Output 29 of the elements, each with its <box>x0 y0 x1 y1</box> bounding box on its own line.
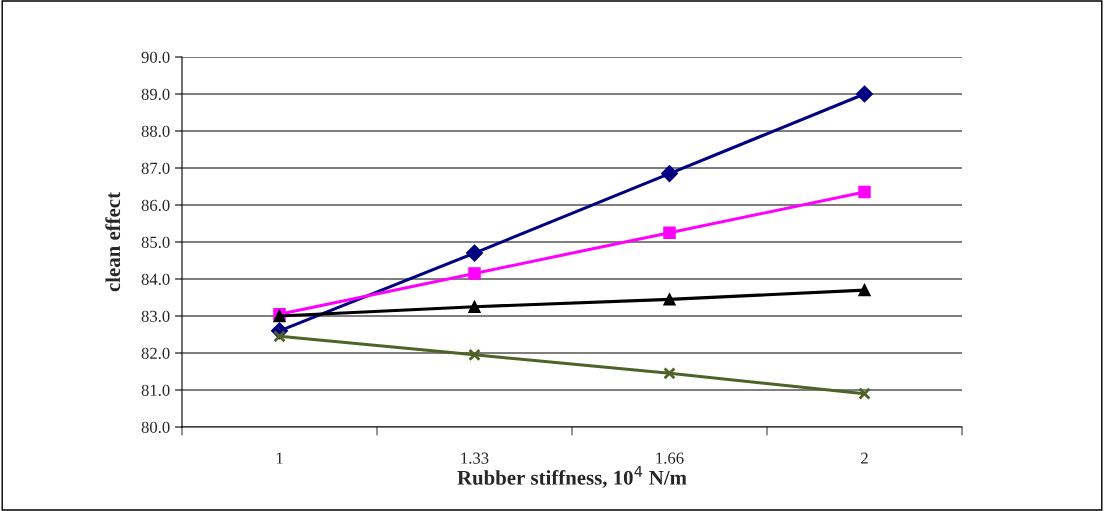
y-tick-label: 80.0 <box>141 421 170 434</box>
point <box>858 387 871 400</box>
y-tick-label: 86.0 <box>141 199 170 212</box>
y-tick-label: 87.0 <box>141 162 170 175</box>
y-tick-label: 89.0 <box>141 88 170 101</box>
x-tick-label: 1.33 <box>461 452 489 464</box>
x-tick-label: 1.66 <box>656 452 684 464</box>
point <box>663 226 676 240</box>
y-tick-label: 88.0 <box>141 125 170 138</box>
y-tick-label: 84.0 <box>141 273 170 286</box>
point <box>468 348 481 362</box>
point <box>663 367 676 380</box>
point <box>468 300 481 314</box>
point <box>465 244 484 262</box>
y-tick-label: 90.0 <box>141 51 170 64</box>
x-axis-title: Rubber stiffness, 10$^{4}$ N/m <box>457 466 687 488</box>
point <box>468 267 481 280</box>
y-tick-label: 81.0 <box>141 384 170 397</box>
point <box>663 293 676 306</box>
point <box>660 164 679 183</box>
point <box>858 185 871 199</box>
y-tick-label: 83.0 <box>141 310 170 323</box>
x-tick-label: 1 <box>276 452 283 464</box>
y-tick-label: 85.0 <box>141 236 170 249</box>
point <box>855 85 874 103</box>
point <box>858 283 871 297</box>
y-axis-title: clean effect <box>105 192 121 292</box>
y-tick-label: 82.0 <box>141 347 170 360</box>
x-tick-label: 2 <box>861 452 868 464</box>
